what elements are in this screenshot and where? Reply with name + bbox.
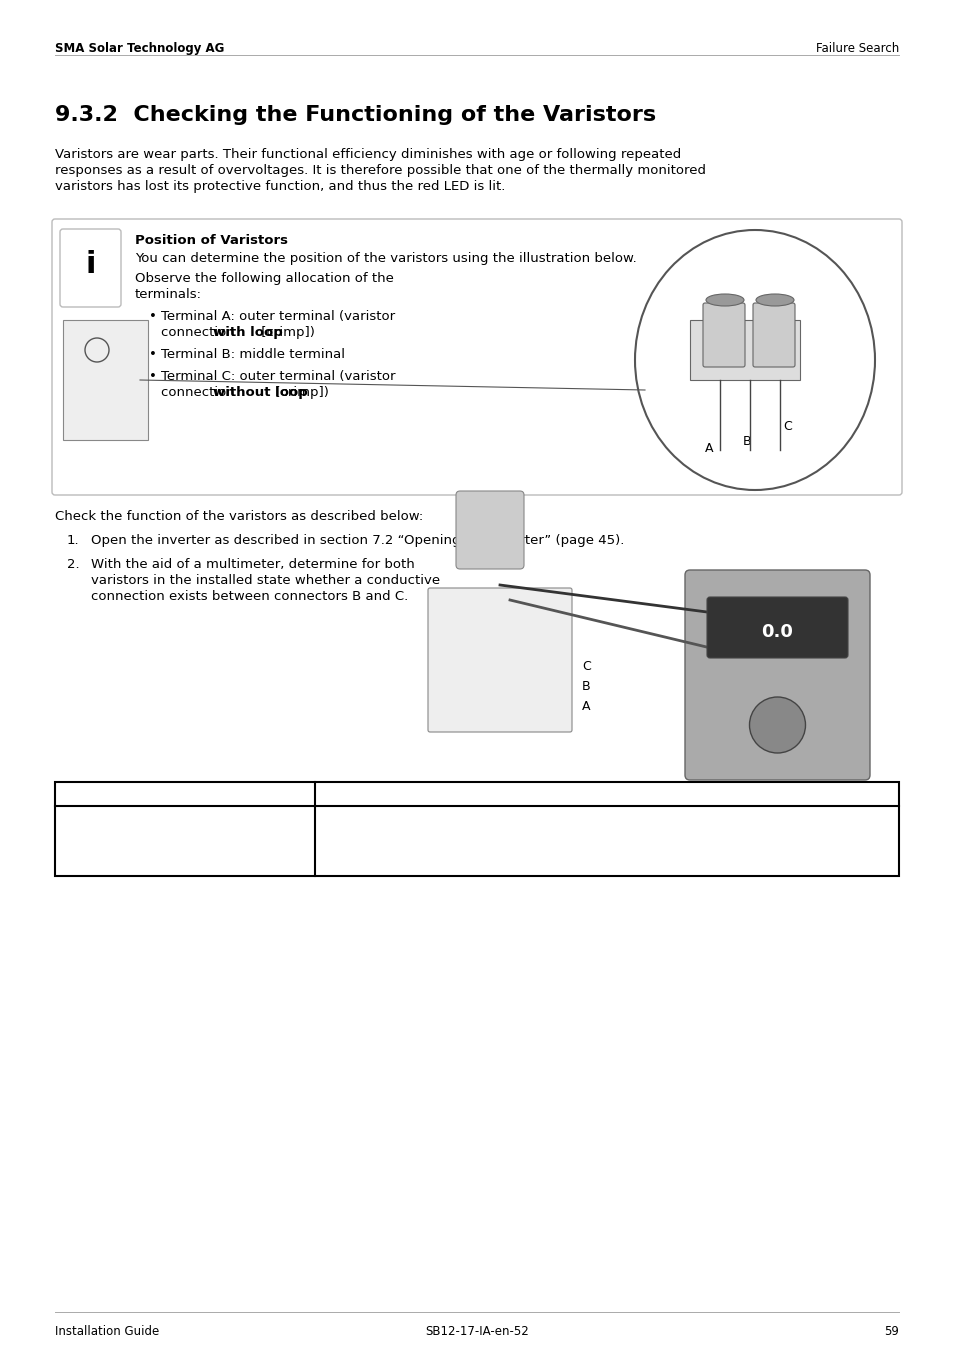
Text: [crimp]): [crimp]) — [256, 326, 314, 339]
Text: Installation Guide: Installation Guide — [55, 1325, 159, 1338]
Text: varistors has lost its protective function, and thus the red LED is lit.: varistors has lost its protective functi… — [55, 180, 505, 193]
FancyBboxPatch shape — [428, 588, 572, 731]
Text: •: • — [149, 310, 156, 323]
Text: 13 “Contact” (page 70)).: 13 “Contact” (page 70)). — [340, 848, 505, 861]
Text: without loop: without loop — [213, 387, 308, 399]
Text: A: A — [704, 442, 713, 456]
Bar — [689, 320, 800, 380]
Text: •: • — [329, 831, 336, 845]
Text: C: C — [782, 420, 791, 433]
Text: responses as a result of overvoltages. It is therefore possible that one of the : responses as a result of overvoltages. I… — [55, 164, 705, 177]
FancyBboxPatch shape — [706, 598, 847, 658]
Text: SMA Solar Technology AG: SMA Solar Technology AG — [55, 42, 224, 55]
Text: B: B — [581, 680, 590, 694]
Text: Terminal C: outer terminal (varistor: Terminal C: outer terminal (varistor — [161, 370, 395, 383]
Text: There is probably a different fault in the inverter.: There is probably a different fault in t… — [323, 813, 650, 825]
Text: conducting: conducting — [139, 813, 222, 825]
Circle shape — [749, 698, 804, 753]
FancyBboxPatch shape — [456, 491, 523, 569]
Text: Terminal A: outer terminal (varistor: Terminal A: outer terminal (varistor — [161, 310, 395, 323]
Text: Contact the SMA Serviceline (see section: Contact the SMA Serviceline (see section — [340, 831, 615, 845]
Text: •: • — [149, 347, 156, 361]
FancyBboxPatch shape — [52, 219, 901, 495]
Text: Result: Result — [61, 788, 109, 800]
Text: [crimp]): [crimp]) — [271, 387, 329, 399]
Text: A: A — [581, 700, 590, 713]
Text: SB12-17-IA-en-52: SB12-17-IA-en-52 — [425, 1325, 528, 1338]
Ellipse shape — [705, 293, 743, 306]
Text: with loop: with loop — [213, 326, 282, 339]
FancyBboxPatch shape — [684, 571, 869, 780]
Text: Action: Action — [323, 788, 370, 800]
FancyBboxPatch shape — [60, 228, 121, 307]
Text: connection exists between connectors B and C.: connection exists between connectors B a… — [91, 589, 408, 603]
Text: 0.0: 0.0 — [760, 623, 793, 641]
Text: terminals:: terminals: — [135, 288, 202, 301]
Text: 59: 59 — [883, 1325, 898, 1338]
FancyBboxPatch shape — [752, 303, 794, 366]
Text: Open the inverter as described in section 7.2 “Opening the Inverter” (page 45).: Open the inverter as described in sectio… — [91, 534, 623, 548]
Text: Observe the following allocation of the: Observe the following allocation of the — [135, 272, 394, 285]
Text: connection.: connection. — [198, 813, 280, 825]
Text: With the aid of a multimeter, determine for both: With the aid of a multimeter, determine … — [91, 558, 415, 571]
Text: There is a: There is a — [79, 813, 149, 825]
Text: 1.: 1. — [67, 534, 79, 548]
Text: Terminal B: middle terminal: Terminal B: middle terminal — [161, 347, 345, 361]
Text: Failure Search: Failure Search — [815, 42, 898, 55]
Text: i: i — [85, 250, 95, 279]
Text: 2.: 2. — [67, 558, 79, 571]
Text: connection: connection — [161, 326, 239, 339]
Text: You can determine the position of the varistors using the illustration below.: You can determine the position of the va… — [135, 251, 636, 265]
Text: Varistors are wear parts. Their functional efficiency diminishes with age or fol: Varistors are wear parts. Their function… — [55, 147, 680, 161]
Bar — [55, 781, 898, 876]
Text: 9.3.2  Checking the Functioning of the Varistors: 9.3.2 Checking the Functioning of the Va… — [55, 105, 656, 124]
Text: •: • — [149, 370, 156, 383]
Text: C: C — [581, 660, 590, 673]
Text: ☑: ☑ — [61, 813, 73, 826]
Text: Check the function of the varistors as described below:: Check the function of the varistors as d… — [55, 510, 423, 523]
Text: connection: connection — [161, 387, 239, 399]
FancyBboxPatch shape — [702, 303, 744, 366]
Text: varistors in the installed state whether a conductive: varistors in the installed state whether… — [91, 575, 439, 587]
Text: B: B — [742, 435, 751, 448]
Ellipse shape — [755, 293, 793, 306]
Text: Position of Varistors: Position of Varistors — [135, 234, 288, 247]
Bar — [63, 320, 148, 439]
